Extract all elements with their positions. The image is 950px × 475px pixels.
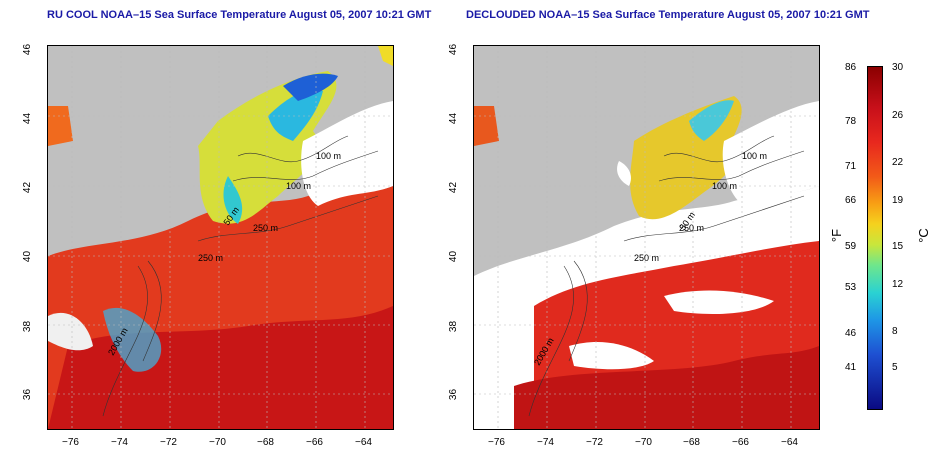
cloud-mask [617,161,631,186]
bathymetry-contours [528,135,805,417]
y-tick-label: 42 [22,181,34,194]
sst-map-raw: 100 m 100 m 50 m 250 m 250 m 2000 m [47,45,394,430]
cold-water-patch [223,176,243,224]
contour-line [568,260,588,362]
map-title-right: DECLOUDED NOAA–15 Sea Surface Temperatur… [466,9,870,21]
contour-line [528,265,574,417]
sst-map-declouded-image: 100 m 100 m 50 m 250 m 250 m 2000 m [474,46,819,429]
fahrenheit-tick: 86 [845,62,857,73]
cloud-mask [48,312,93,351]
fahrenheit-tick: 71 [845,161,857,172]
contour-line [663,135,775,163]
sst-patch [378,46,393,66]
y-tick-label: 38 [22,320,34,333]
x-tick-label: −70 [635,437,652,448]
y-tick-label: 36 [22,388,34,401]
celsius-tick: 15 [892,241,904,252]
cold-water-patch [268,89,323,141]
x-tick-label: −66 [732,437,749,448]
contour-line [237,135,349,163]
contour-label: 250 m [198,253,223,263]
x-tick-label: −68 [257,437,274,448]
x-tick-label: −64 [781,437,798,448]
y-tick-label: 36 [448,388,460,401]
cloud-mask [569,341,654,370]
celsius-unit-label: °C [915,228,931,243]
lat-lon-gridlines [48,46,393,429]
contour-label: 250 m [679,223,704,233]
y-tick-label: 46 [448,43,460,56]
contour-line [658,150,805,182]
celsius-tick: 19 [892,195,904,206]
contour-line [197,195,379,242]
x-tick-label: −68 [683,437,700,448]
temperature-colorbar [867,66,883,410]
y-tick-label: 44 [22,112,34,125]
y-tick-label: 44 [448,112,460,125]
fahrenheit-tick: 53 [845,282,857,293]
fahrenheit-tick: 59 [845,241,857,252]
y-tick-label: 42 [448,181,460,194]
contour-line [232,150,379,182]
x-tick-label: −64 [355,437,372,448]
x-tick-label: −66 [306,437,323,448]
celsius-tick: 8 [892,326,898,337]
x-tick-label: −74 [537,437,554,448]
contour-label: 100 m [286,181,311,191]
lat-lon-gridlines [474,46,819,429]
y-tick-label: 46 [22,43,34,56]
sst-map-raw-image: 100 m 100 m 50 m 250 m 250 m 2000 m [48,46,393,429]
contour-label: 250 m [634,253,659,263]
cloud-contaminated-region [103,307,162,372]
fahrenheit-tick: 78 [845,116,857,127]
cloud-mask [664,290,774,314]
warm-water-deep [514,346,819,429]
contour-line [102,265,148,417]
celsius-tick: 30 [892,62,904,73]
celsius-tick: 22 [892,157,904,168]
y-tick-label: 38 [448,320,460,333]
contour-label: 250 m [253,223,278,233]
celsius-tick: 26 [892,110,904,121]
contour-label: 100 m [742,151,767,161]
x-tick-label: −76 [62,437,79,448]
celsius-tick: 5 [892,362,898,373]
map-title-left: RU COOL NOAA–15 Sea Surface Temperature … [47,9,432,21]
cloud-mask [301,101,393,206]
coldest-water [283,73,338,101]
fahrenheit-tick: 41 [845,362,857,373]
fahrenheit-unit-label: °F [829,228,845,243]
contour-label: 100 m [316,151,341,161]
x-tick-label: −72 [160,437,177,448]
fahrenheit-tick: 46 [845,328,857,339]
bathymetry-contours [102,135,379,417]
cold-water-patch [689,100,734,141]
celsius-tick: 12 [892,279,904,290]
contour-label: 100 m [712,181,737,191]
contour-line [623,195,805,242]
cloud-mask [722,101,819,206]
x-tick-label: −76 [488,437,505,448]
y-tick-label: 40 [22,250,34,263]
x-tick-label: −72 [586,437,603,448]
x-tick-label: −70 [209,437,226,448]
contour-line [142,260,162,362]
sst-map-declouded: 100 m 100 m 50 m 250 m 250 m 2000 m [473,45,820,430]
y-tick-label: 40 [448,250,460,263]
fahrenheit-tick: 66 [845,195,857,206]
x-tick-label: −74 [111,437,128,448]
